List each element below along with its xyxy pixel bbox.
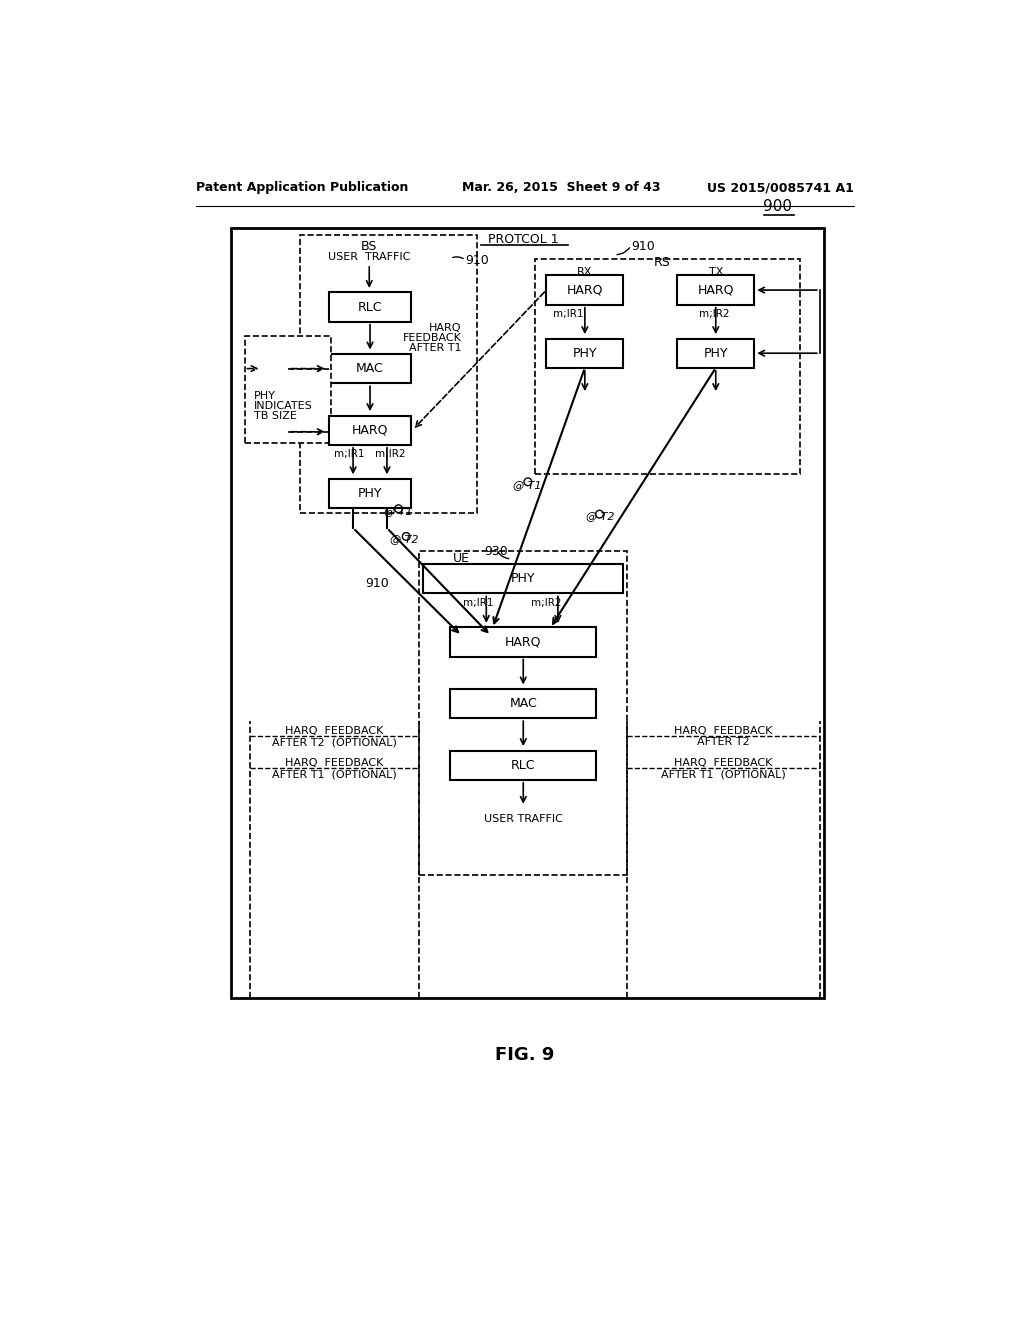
Text: AFTER T1  (OPTIONAL): AFTER T1 (OPTIONAL) <box>272 770 397 779</box>
Text: MAC: MAC <box>356 362 384 375</box>
Text: PHY: PHY <box>703 347 728 360</box>
Text: @ T1: @ T1 <box>384 506 412 516</box>
Text: USER  TRAFFIC: USER TRAFFIC <box>328 252 411 261</box>
Bar <box>547 276 624 305</box>
Text: m;IR1: m;IR1 <box>553 309 584 319</box>
Text: m;IR2: m;IR2 <box>699 309 729 319</box>
Text: Mar. 26, 2015  Sheet 9 of 43: Mar. 26, 2015 Sheet 9 of 43 <box>462 181 660 194</box>
Text: AFTER T2: AFTER T2 <box>697 737 750 747</box>
Text: INDICATES: INDICATES <box>254 400 312 411</box>
Text: @ T1: @ T1 <box>513 480 542 490</box>
Text: PHY: PHY <box>511 573 536 585</box>
Text: PHY: PHY <box>254 391 275 400</box>
Text: TX: TX <box>709 268 723 277</box>
Bar <box>419 552 628 875</box>
Text: FEEDBACK: FEEDBACK <box>402 333 462 343</box>
Text: PROTCOL 1: PROTCOL 1 <box>488 232 558 246</box>
Bar <box>547 339 624 368</box>
Text: m;IR2: m;IR2 <box>531 598 561 607</box>
Bar <box>451 689 596 718</box>
Text: m;IR2: m;IR2 <box>375 449 406 459</box>
Text: HARQ  FEEDBACK: HARQ FEEDBACK <box>286 726 384 735</box>
Text: HARQ: HARQ <box>352 424 388 437</box>
Text: HARQ: HARQ <box>697 284 734 297</box>
Text: HARQ  FEEDBACK: HARQ FEEDBACK <box>674 726 773 735</box>
Text: BS: BS <box>361 240 378 253</box>
Bar <box>451 751 596 780</box>
Text: m;IR1: m;IR1 <box>463 598 494 607</box>
Text: US 2015/0085741 A1: US 2015/0085741 A1 <box>708 181 854 194</box>
Text: RX: RX <box>578 268 593 277</box>
Text: 910: 910 <box>366 577 389 590</box>
Text: AFTER T1: AFTER T1 <box>410 343 462 352</box>
Text: RLC: RLC <box>357 301 382 314</box>
Text: Patent Application Publication: Patent Application Publication <box>196 181 409 194</box>
Text: TB SIZE: TB SIZE <box>254 411 297 421</box>
Bar <box>330 354 411 383</box>
Bar <box>230 228 823 998</box>
Text: 910: 910 <box>631 240 654 253</box>
Bar <box>535 259 801 474</box>
Text: HARQ  FEEDBACK: HARQ FEEDBACK <box>674 758 773 768</box>
Text: AFTER T2  (OPTIONAL): AFTER T2 (OPTIONAL) <box>272 737 397 747</box>
Text: FIG. 9: FIG. 9 <box>496 1047 554 1064</box>
Text: PHY: PHY <box>572 347 597 360</box>
Text: @ T2: @ T2 <box>586 511 614 521</box>
Bar <box>330 416 411 445</box>
Text: @ T2: @ T2 <box>390 533 419 544</box>
Bar <box>677 276 755 305</box>
Text: RLC: RLC <box>511 759 536 772</box>
Text: HARQ: HARQ <box>505 635 542 648</box>
Text: USER TRAFFIC: USER TRAFFIC <box>483 814 563 824</box>
Bar <box>423 564 624 594</box>
Text: 930: 930 <box>484 545 508 557</box>
Text: m;IR1: m;IR1 <box>334 449 365 459</box>
Text: AFTER T1  (OPTIONAL): AFTER T1 (OPTIONAL) <box>662 770 785 779</box>
Text: PHY: PHY <box>357 487 382 500</box>
Bar <box>330 479 411 508</box>
Bar <box>245 335 331 444</box>
Text: MAC: MAC <box>509 697 538 710</box>
Bar <box>330 293 411 322</box>
Bar <box>677 339 755 368</box>
Text: RS: RS <box>653 256 671 269</box>
Bar <box>300 235 477 512</box>
Text: HARQ: HARQ <box>566 284 603 297</box>
Text: 900: 900 <box>763 199 792 214</box>
Text: HARQ  FEEDBACK: HARQ FEEDBACK <box>286 758 384 768</box>
Text: UE: UE <box>454 552 470 565</box>
Text: 910: 910 <box>466 253 489 267</box>
Text: HARQ: HARQ <box>429 323 462 333</box>
Bar <box>451 627 596 656</box>
